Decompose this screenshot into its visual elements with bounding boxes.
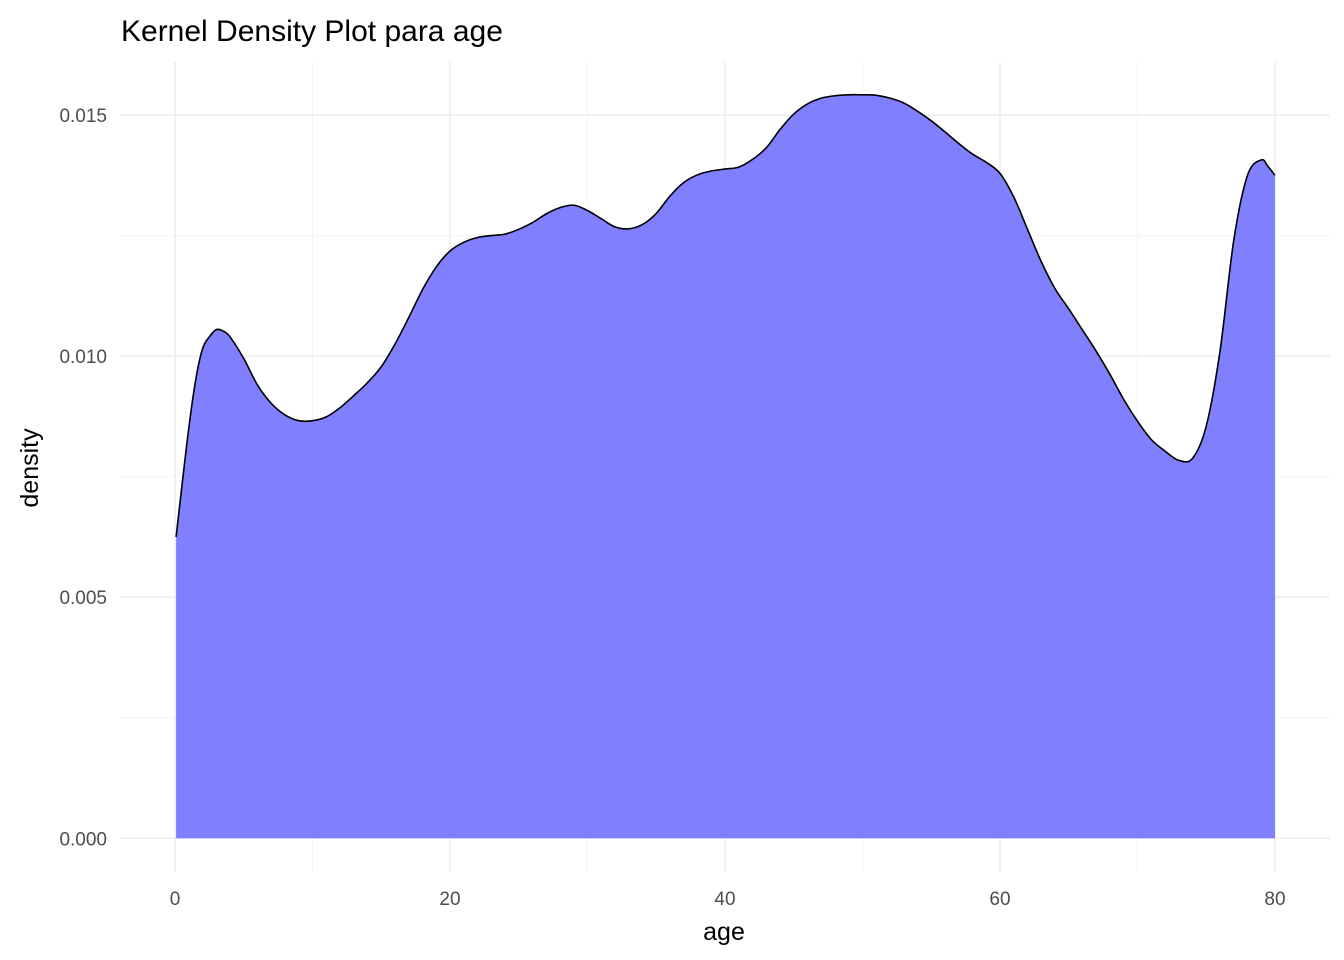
- x-tick-label: 0: [170, 889, 181, 910]
- y-axis-ticks: 0.000 0.005 0.010 0.015: [59, 106, 107, 850]
- x-axis-title: age: [703, 918, 745, 946]
- x-tick-label: 20: [439, 889, 460, 910]
- y-tick-label: 0.005: [59, 588, 107, 609]
- x-tick-label: 60: [989, 889, 1010, 910]
- chart-title: Kernel Density Plot para age: [121, 15, 503, 48]
- y-tick-label: 0.010: [59, 347, 107, 368]
- x-tick-label: 40: [714, 889, 735, 910]
- y-axis-title: density: [16, 428, 44, 508]
- y-tick-label: 0.000: [59, 829, 107, 850]
- density-line: [175, 93, 1276, 538]
- x-tick-label: 80: [1264, 889, 1285, 910]
- density-area: [176, 94, 1276, 839]
- x-axis-ticks: 0 20 40 60 80: [170, 889, 1286, 910]
- y-tick-label: 0.015: [59, 106, 107, 127]
